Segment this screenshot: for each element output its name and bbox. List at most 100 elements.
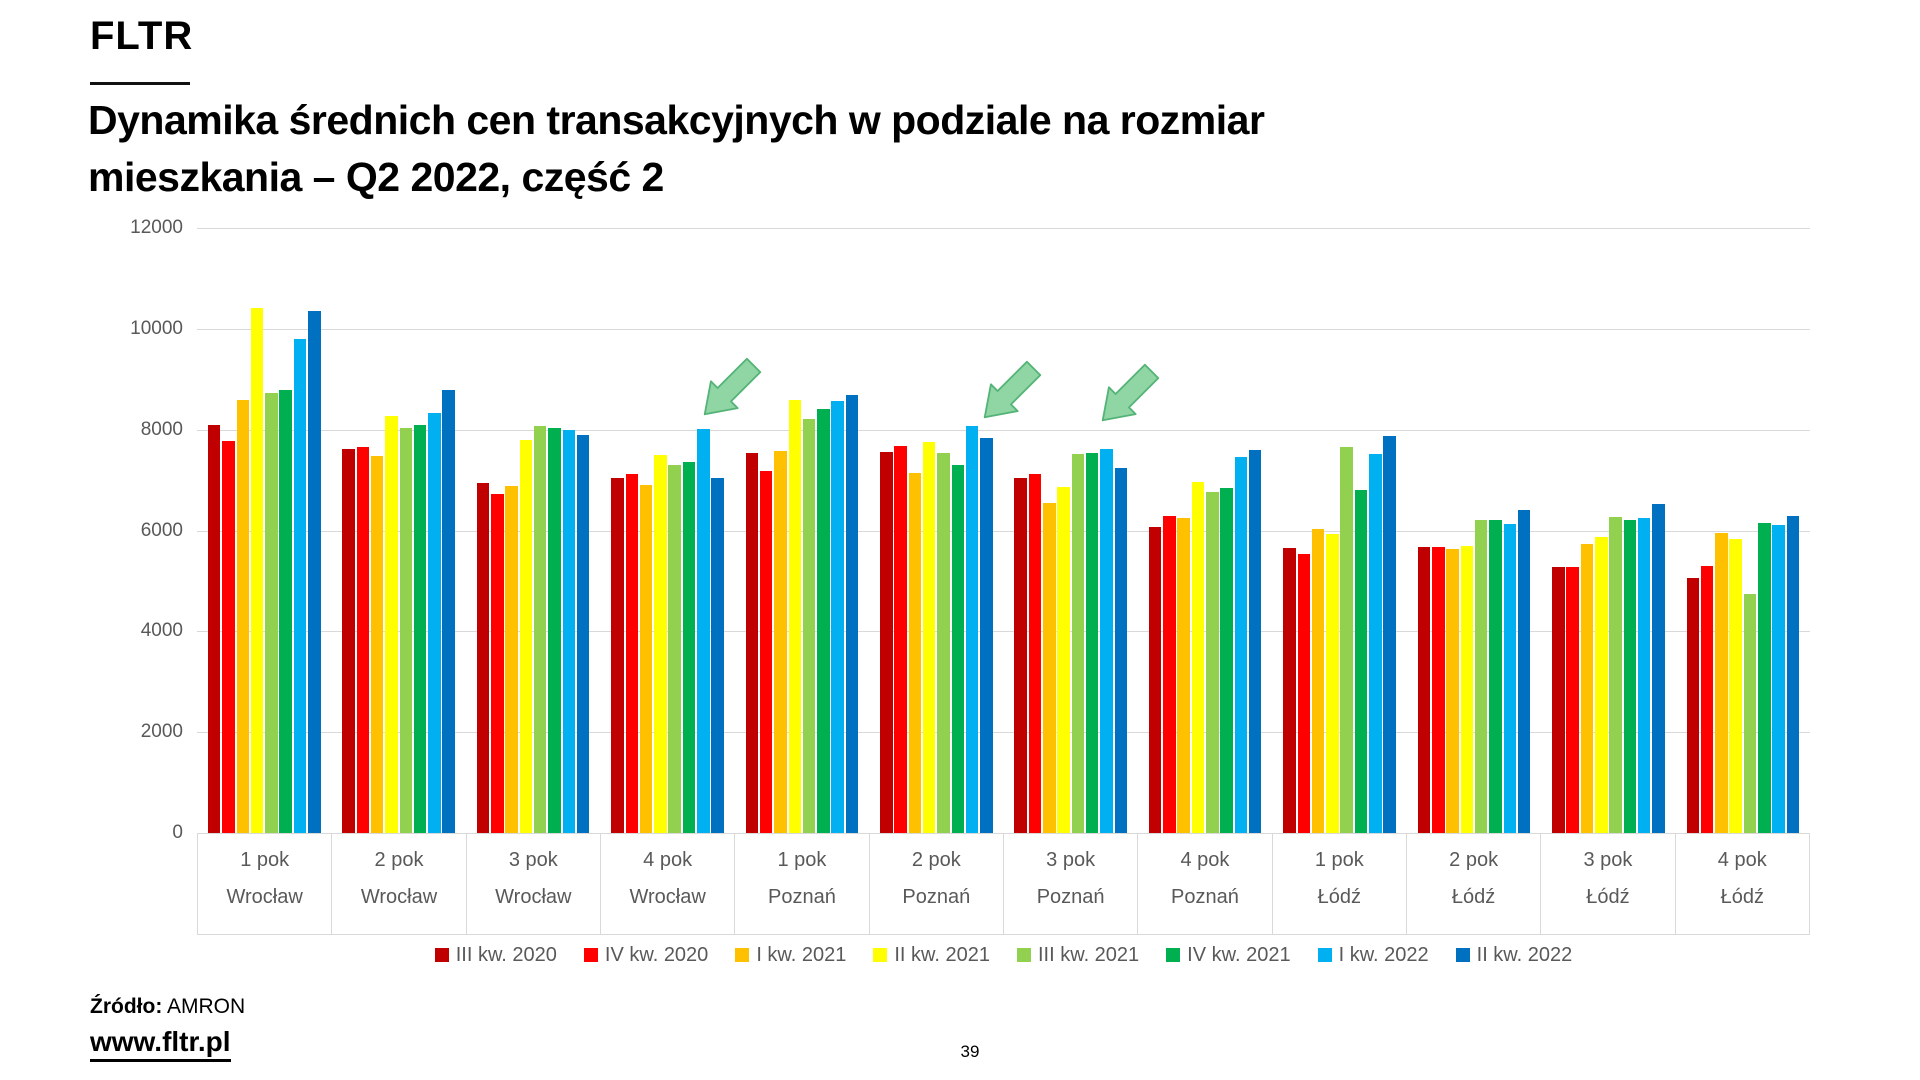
bar	[1163, 516, 1176, 833]
bar	[533, 426, 547, 833]
bar	[265, 393, 278, 833]
bar	[1595, 536, 1608, 833]
bar	[1786, 515, 1800, 833]
page-title-line1: Dynamika średnich cen transakcyjnych w p…	[88, 97, 1265, 143]
bar	[817, 408, 830, 833]
bar	[880, 451, 893, 833]
y-axis-tick-label: 4000	[140, 620, 183, 642]
category-rooms-label: 2 pok	[374, 849, 424, 871]
bar	[831, 401, 844, 833]
legend-swatch	[583, 948, 598, 962]
bar	[802, 419, 816, 833]
bar	[308, 311, 321, 833]
bar	[519, 440, 533, 833]
category-city-label: Wrocław	[360, 886, 438, 908]
x-axis-category-cell: 2 pok Łódź	[1405, 834, 1540, 934]
category-rooms-label: 3 pok	[1046, 849, 1096, 871]
bar	[922, 441, 936, 833]
bar	[1340, 447, 1353, 833]
legend-label: II kw. 2022	[1476, 943, 1573, 966]
bar	[505, 486, 518, 833]
bar	[1460, 545, 1474, 833]
bar	[1700, 565, 1714, 833]
bar	[1191, 481, 1205, 833]
gridline	[197, 732, 1810, 734]
x-axis-category-cell: 2 pok Poznań	[868, 834, 1003, 934]
legend-label: III kw. 2021	[1038, 943, 1140, 966]
bar	[1311, 529, 1325, 833]
y-axis-tick-label: 0	[172, 822, 183, 843]
legend-label: I kw. 2021	[756, 943, 847, 966]
chart-legend: III kw. 2020 IV kw. 2020 I kw. 2021 II kw. …	[197, 941, 1810, 969]
bar	[1489, 519, 1502, 833]
bar	[745, 452, 759, 833]
legend-swatch	[1017, 948, 1031, 962]
legend-swatch	[434, 948, 449, 962]
bar	[1177, 518, 1190, 833]
bar	[1432, 546, 1445, 833]
legend-label: IV kw. 2020	[604, 943, 709, 966]
bar	[1474, 519, 1488, 833]
bar	[222, 440, 235, 833]
bar	[1148, 527, 1162, 833]
bar	[1772, 525, 1785, 833]
category-rooms-label: 2 pok	[911, 849, 961, 871]
bar	[207, 425, 221, 833]
legend-label: I kw. 2022	[1338, 943, 1429, 966]
page-title: Dynamika średnich cen transakcyjnych w p…	[88, 92, 1265, 206]
bar	[937, 453, 950, 833]
bar	[1206, 492, 1219, 833]
bar	[279, 390, 292, 833]
legend-swatch	[735, 948, 750, 962]
bar	[356, 447, 370, 833]
bar	[1043, 503, 1056, 833]
y-axis-tick-label: 2000	[140, 721, 183, 743]
category-city-label: Poznań	[1171, 886, 1239, 908]
bar	[908, 472, 922, 833]
bar	[1623, 519, 1637, 833]
legend-swatch	[873, 948, 888, 962]
bar	[385, 415, 398, 833]
bar	[1085, 452, 1099, 833]
bar	[697, 429, 710, 833]
category-city-label: Wrocław	[629, 886, 706, 908]
x-axis-category-cell: 3 pok Łódź	[1540, 834, 1674, 934]
bar	[442, 390, 455, 833]
bar	[562, 430, 575, 833]
bar	[980, 438, 993, 833]
fltr-logo: FLTR	[90, 14, 194, 58]
x-axis-category-cell: 1 pok Poznań	[734, 834, 868, 934]
bar	[399, 427, 412, 833]
bar	[1552, 566, 1565, 833]
bar	[1114, 468, 1127, 833]
legend-item: II kw. 2021	[873, 944, 990, 967]
category-city-label: Łódź	[1451, 886, 1496, 908]
bar	[491, 494, 504, 833]
logo-underline	[90, 82, 190, 85]
gridline	[197, 328, 1810, 330]
legend-swatch	[1455, 948, 1470, 962]
legend-item: IV kw. 2020	[583, 943, 709, 967]
gridline	[197, 530, 1810, 532]
bar	[1686, 578, 1699, 833]
bar	[625, 474, 638, 833]
bar	[951, 465, 964, 833]
bar	[1580, 543, 1594, 833]
bar	[1383, 436, 1396, 833]
category-rooms-label: 1 pok	[777, 849, 827, 871]
bar	[548, 428, 561, 833]
bar	[1326, 533, 1339, 833]
bar	[611, 477, 624, 833]
bar	[1417, 546, 1431, 833]
website-link[interactable]: www.fltr.pl	[90, 1026, 231, 1062]
legend-item: II kw. 2022	[1455, 943, 1573, 967]
bar	[759, 470, 773, 833]
category-city-label: Łódź	[1317, 886, 1361, 908]
category-city-label: Wrocław	[495, 886, 572, 908]
bar	[1014, 477, 1027, 833]
category-city-label: Łódź	[1586, 886, 1630, 908]
highlight-arrow-icon	[984, 360, 1042, 418]
bar	[1652, 504, 1665, 833]
source-label: Źródło:	[90, 995, 163, 1018]
bar	[1100, 448, 1113, 833]
